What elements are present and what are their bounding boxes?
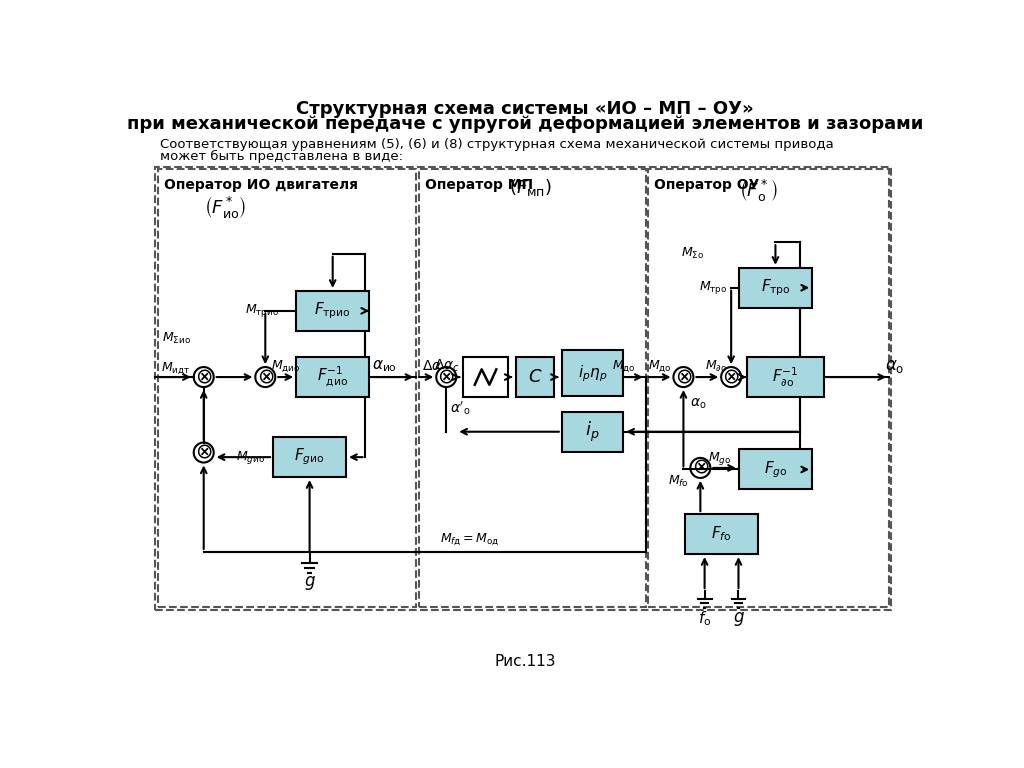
Text: $F_{g\mathrm{о}}$: $F_{g\mathrm{о}}$	[764, 459, 787, 480]
Bar	[296, 291, 370, 331]
Text: $\otimes$: $\otimes$	[195, 367, 212, 387]
Text: $M_{\partial\mathrm{о}}$: $M_{\partial\mathrm{о}}$	[706, 359, 727, 374]
Bar	[562, 350, 624, 396]
Bar	[463, 357, 508, 397]
Text: $\left(F^*_{\mathrm{ио}}\right)$: $\left(F^*_{\mathrm{ио}}\right)$	[205, 194, 247, 220]
Text: $F_{\mathrm{тро}}$: $F_{\mathrm{тро}}$	[761, 277, 791, 298]
Text: $g$: $g$	[732, 610, 744, 628]
Bar	[562, 412, 624, 452]
Text: $M_{\mathrm{до}}$: $M_{\mathrm{до}}$	[648, 359, 672, 374]
Text: $\alpha_{\mathrm{ио}}$: $\alpha_{\mathrm{ио}}$	[372, 359, 397, 374]
Text: $M_{\Sigma\mathrm{о}}$: $M_{\Sigma\mathrm{о}}$	[681, 247, 705, 261]
Text: $M_{g\mathrm{ио}}$: $M_{g\mathrm{ио}}$	[237, 449, 265, 465]
Text: $C$: $C$	[527, 368, 542, 386]
Text: $\otimes$: $\otimes$	[722, 367, 740, 387]
Text: $i_p$: $i_p$	[586, 419, 600, 444]
Text: может быть представлена в виде:: может быть представлена в виде:	[160, 150, 402, 163]
Text: Рис.113: Рис.113	[494, 654, 556, 669]
Bar	[156, 167, 891, 610]
Text: $\left(F_{\mathrm{мп}}\right)$: $\left(F_{\mathrm{мп}}\right)$	[509, 177, 553, 198]
Text: $\otimes$: $\otimes$	[257, 367, 274, 387]
Text: $M_{\mathrm{идт}}$: $M_{\mathrm{идт}}$	[162, 360, 190, 376]
Text: $M_{f\mathrm{о}}$: $M_{f\mathrm{о}}$	[668, 474, 689, 489]
Text: Соответствующая уравнениям (5), (6) и (8) структурная схема механической системы: Соответствующая уравнениям (5), (6) и (8…	[160, 138, 834, 151]
Bar	[746, 357, 823, 397]
Text: $\otimes$: $\otimes$	[691, 458, 710, 478]
Bar	[685, 514, 758, 554]
Text: $\left(F^*_{\mathrm{о}}\right)$: $\left(F^*_{\mathrm{о}}\right)$	[739, 177, 777, 203]
Bar	[515, 357, 554, 397]
Text: $F^{-1}_{\mathrm{дио}}$: $F^{-1}_{\mathrm{дио}}$	[317, 365, 348, 389]
Text: $\alpha_{\mathrm{о}}$: $\alpha_{\mathrm{о}}$	[885, 357, 904, 376]
Text: $\alpha'_{\mathrm{о}}$: $\alpha'_{\mathrm{о}}$	[451, 399, 470, 417]
Text: $i_p\eta_p$: $i_p\eta_p$	[578, 363, 607, 383]
Bar	[419, 169, 646, 607]
Text: Оператор МП: Оператор МП	[425, 178, 532, 193]
Text: $\Delta\alpha_c$: $\Delta\alpha_c$	[434, 358, 460, 375]
Text: $\otimes$: $\otimes$	[195, 442, 212, 462]
Text: $M_{\Sigma\mathrm{ио}}$: $M_{\Sigma\mathrm{ио}}$	[163, 331, 191, 346]
Text: $M_{\mathrm{тро}}$: $M_{\mathrm{тро}}$	[699, 280, 727, 296]
Text: Оператор ИО двигателя: Оператор ИО двигателя	[165, 178, 358, 193]
Text: $\otimes$: $\otimes$	[437, 367, 455, 387]
Bar	[273, 437, 346, 477]
Text: $\alpha_{\mathrm{о}}$: $\alpha_{\mathrm{о}}$	[689, 397, 707, 411]
Text: $\Delta\alpha$: $\Delta\alpha$	[422, 359, 442, 373]
Text: $\otimes$: $\otimes$	[675, 367, 692, 387]
Text: $M_{\mathrm{дио}}$: $M_{\mathrm{дио}}$	[271, 359, 301, 374]
Text: $F^{-1}_{\partial\mathrm{о}}$: $F^{-1}_{\partial\mathrm{о}}$	[772, 366, 799, 389]
Text: Оператор ОУ: Оператор ОУ	[654, 178, 760, 193]
Text: $F_{f\mathrm{о}}$: $F_{f\mathrm{о}}$	[712, 525, 732, 544]
Text: $M_{f\mathrm{д}}=M_{\mathrm{од}}$: $M_{f\mathrm{д}}=M_{\mathrm{од}}$	[439, 531, 499, 547]
Bar	[648, 169, 889, 607]
Bar	[159, 169, 416, 607]
Text: $M_{\mathrm{трио}}$: $M_{\mathrm{трио}}$	[245, 303, 280, 319]
Text: $F_{g\mathrm{ио}}$: $F_{g\mathrm{ио}}$	[294, 447, 325, 468]
Bar	[296, 357, 370, 397]
Text: $M_{\mathrm{до}}$: $M_{\mathrm{до}}$	[611, 359, 635, 374]
Bar	[739, 268, 812, 308]
Text: Структурная схема системы «ИО – МП – ОУ»: Структурная схема системы «ИО – МП – ОУ»	[296, 100, 754, 118]
Text: $f_{\mathrm{о}}$: $f_{\mathrm{о}}$	[698, 610, 712, 628]
Bar	[739, 449, 812, 489]
Text: $M_{g\mathrm{о}}$: $M_{g\mathrm{о}}$	[708, 450, 731, 467]
Text: $F_{\mathrm{трио}}$: $F_{\mathrm{трио}}$	[314, 300, 351, 321]
Text: $g$: $g$	[304, 574, 315, 592]
Text: при механической передаче с упругой деформацией элементов и зазорами: при механической передаче с упругой дефо…	[127, 115, 923, 134]
